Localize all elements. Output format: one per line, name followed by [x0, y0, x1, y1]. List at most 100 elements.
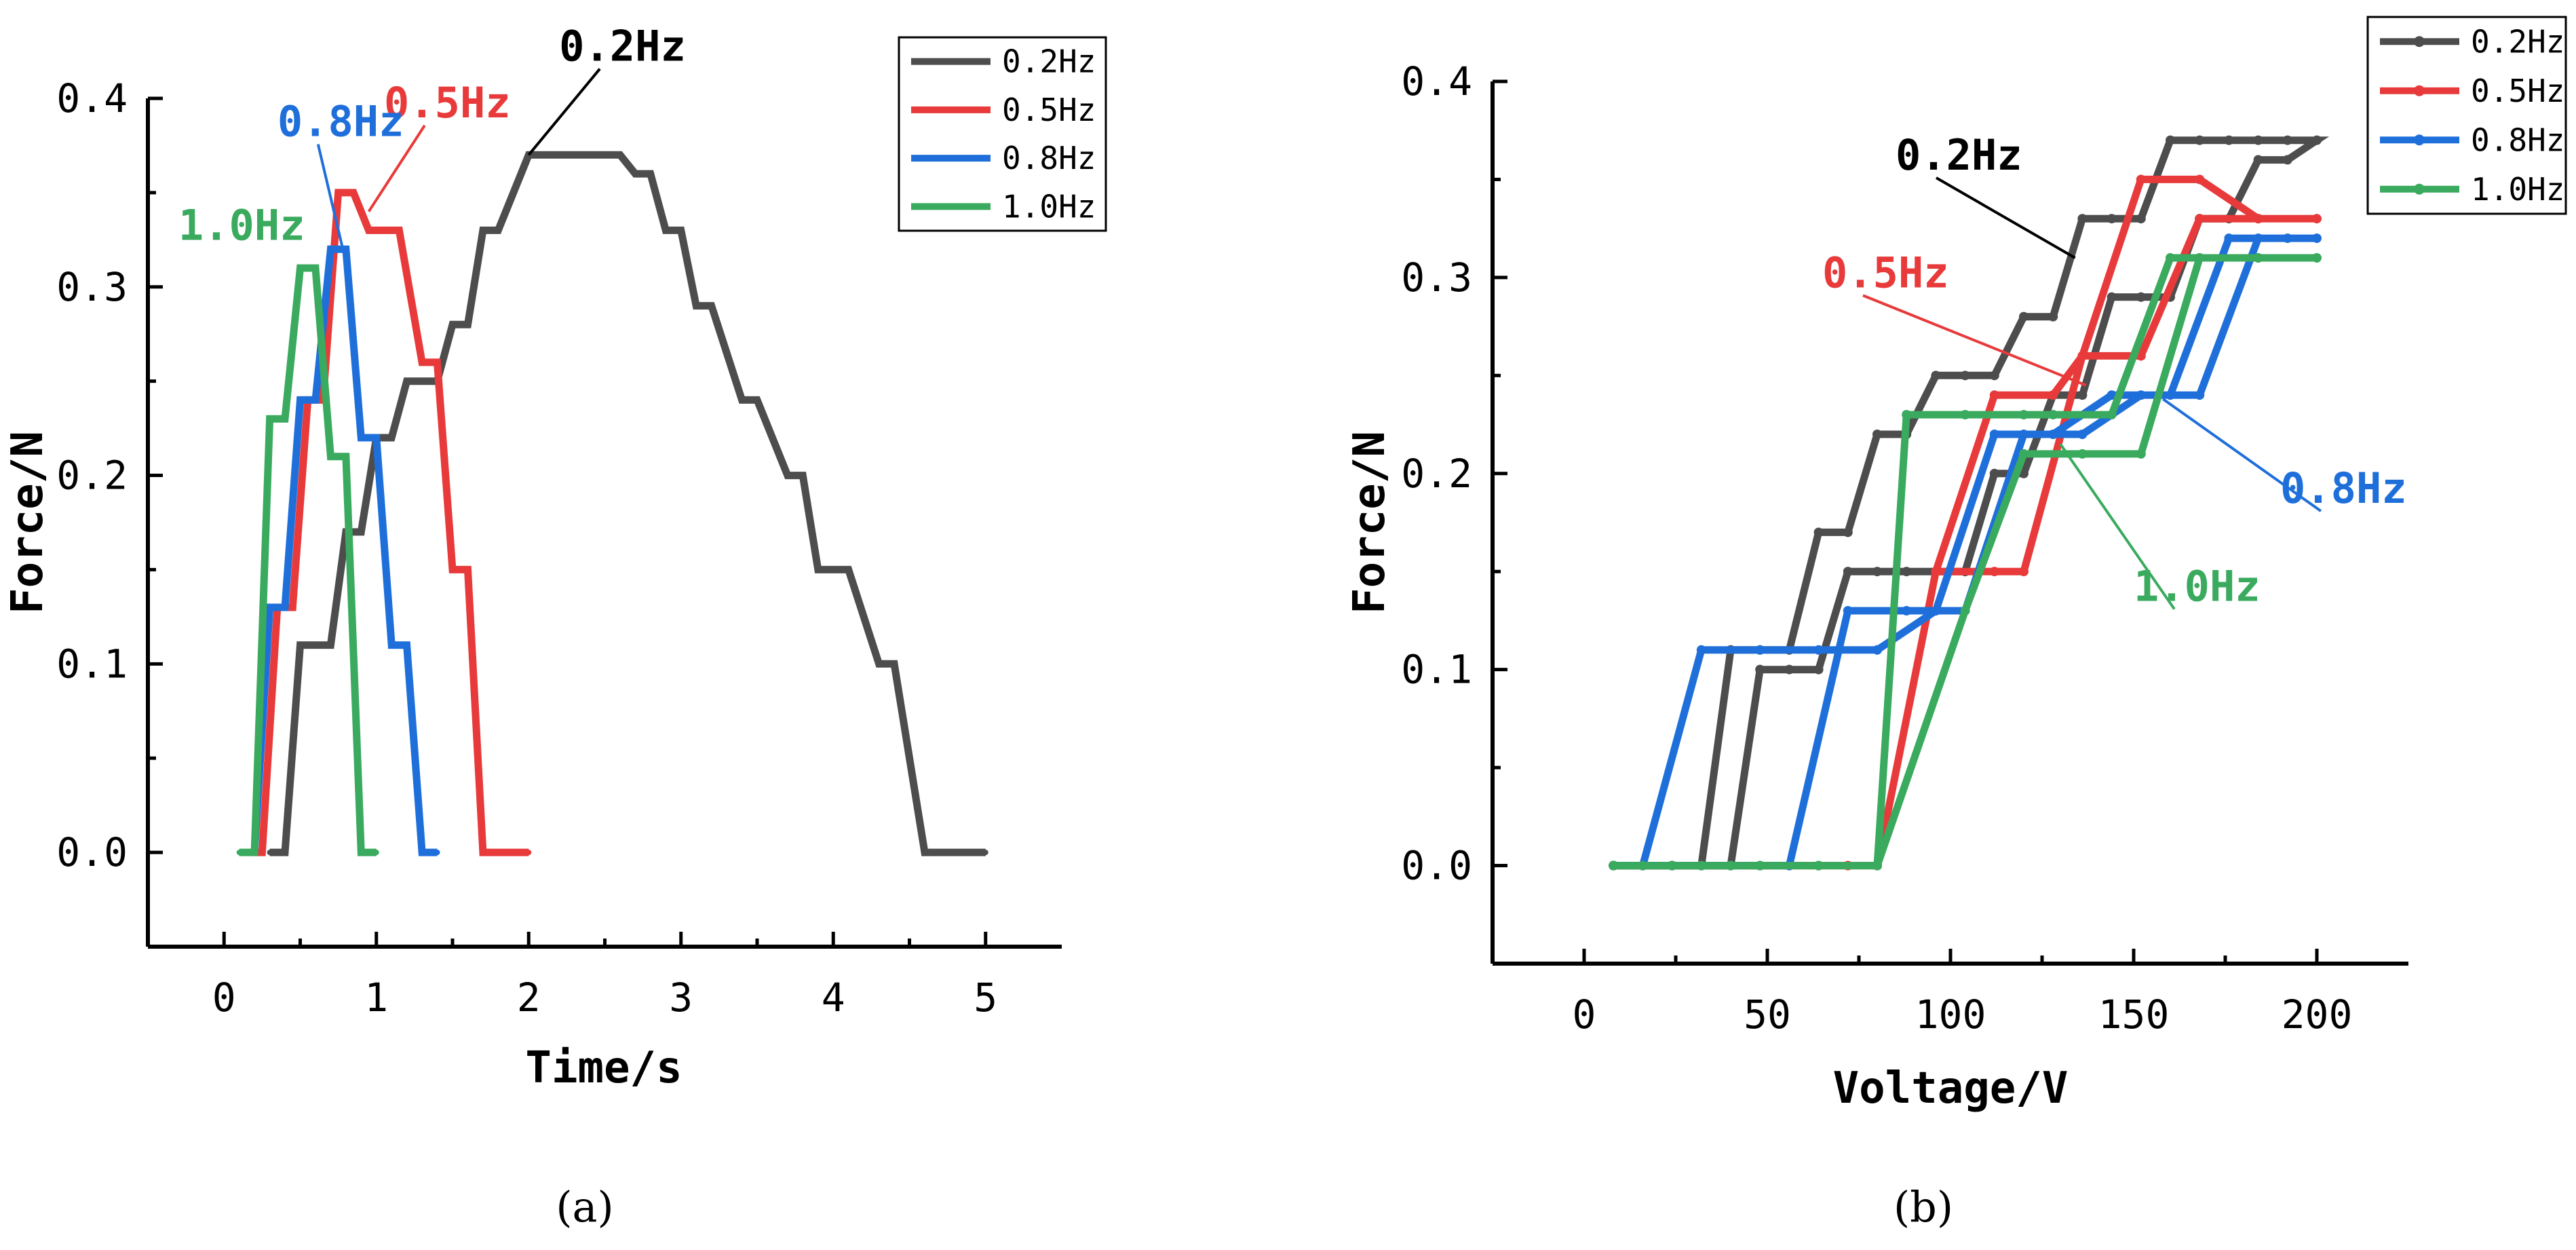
data-point: [2077, 390, 2088, 400]
data-point: [358, 529, 364, 535]
data-point: [876, 661, 882, 667]
data-point: [2312, 214, 2322, 224]
x-tick-label: 150: [2098, 991, 2170, 1038]
data-point: [351, 189, 357, 195]
data-point: [739, 397, 745, 403]
annotation-leader-line: [2059, 443, 2176, 610]
data-point: [480, 227, 486, 233]
annotation-label: 0.2Hz: [559, 21, 686, 71]
x-tick-label: 0: [212, 974, 236, 1021]
legend-label: 0.8Hz: [1002, 140, 1096, 176]
data-point: [952, 850, 958, 856]
data-point: [2136, 214, 2146, 224]
data-point: [335, 189, 341, 195]
data-point: [1931, 606, 1941, 615]
data-point: [404, 642, 410, 648]
data-point: [1843, 527, 1853, 537]
data-point: [1931, 371, 1941, 381]
x-axis-title: Voltage/V: [1833, 1063, 2069, 1114]
annotation-leader-line: [527, 68, 601, 156]
data-point: [1872, 567, 1882, 577]
data-point: [2048, 311, 2058, 322]
data-point: [1989, 430, 1999, 439]
data-point: [343, 246, 349, 252]
caption-a: (a): [556, 1182, 613, 1232]
data-point: [1755, 860, 1765, 871]
data-point: [1843, 567, 1853, 577]
data-point: [2077, 449, 2088, 459]
data-point: [312, 397, 318, 403]
annotation-layer-b: 0.2Hz 0.5Hz 0.8Hz 1.0Hz: [1822, 130, 2407, 611]
y-tick-label: 0.1: [56, 641, 128, 687]
data-point: [2195, 253, 2205, 263]
data-point: [617, 152, 623, 158]
y-axis-title: Force/N: [3, 431, 53, 614]
y-tick-label: 0.1: [1401, 647, 1472, 693]
annotation-label: 0.5Hz: [384, 78, 511, 128]
data-point: [2136, 292, 2146, 302]
data-point: [267, 605, 273, 610]
legend-marker: [2414, 36, 2425, 48]
x-tick-label: 50: [1744, 991, 1791, 1038]
y-axis-title: Force/N: [1345, 431, 1395, 614]
data-point: [267, 416, 273, 422]
data-point: [2282, 233, 2292, 244]
data-point: [708, 303, 714, 309]
data-point: [2048, 430, 2058, 439]
data-point: [647, 171, 653, 177]
data-point: [2253, 135, 2263, 145]
legend-label: 0.5Hz: [2471, 73, 2564, 109]
data-point: [396, 227, 402, 233]
data-point: [2107, 410, 2117, 420]
data-point: [450, 322, 455, 328]
data-point: [297, 642, 303, 648]
data-point: [1902, 606, 1912, 615]
data-point: [282, 850, 288, 856]
data-point: [358, 850, 364, 856]
data-point: [2312, 233, 2322, 244]
legend-label: 1.0Hz: [1002, 188, 1096, 225]
data-point: [2312, 135, 2322, 145]
data-point: [2253, 233, 2263, 244]
data-point: [480, 850, 486, 856]
data-point: [434, 850, 440, 856]
data-point: [2136, 390, 2146, 400]
data-point: [2077, 351, 2088, 361]
series-line-0.2Hz: [269, 151, 986, 856]
data-point: [663, 227, 669, 233]
data-point: [297, 265, 303, 271]
annotation-label: 0.2Hz: [1896, 130, 2022, 180]
annotation-label: 1.0Hz: [2134, 562, 2261, 611]
y-tick-label: 0.4: [1401, 58, 1472, 105]
x-tick-label: 3: [669, 974, 693, 1021]
data-point: [343, 453, 349, 459]
data-point: [1902, 567, 1912, 577]
data-point: [1813, 860, 1824, 871]
data-point: [1726, 860, 1735, 871]
data-point: [495, 227, 501, 233]
data-point: [2019, 410, 2029, 420]
data-point: [2107, 292, 2117, 302]
data-point: [2048, 390, 2058, 400]
data-point: [1989, 567, 1999, 577]
data-point: [1755, 645, 1765, 655]
data-point: [1843, 606, 1853, 615]
data-point: [2282, 135, 2292, 145]
data-point: [2048, 410, 2058, 420]
data-point: [754, 397, 760, 403]
x-tick-label: 5: [974, 974, 997, 1021]
series-layer-a: [236, 151, 988, 856]
data-point: [937, 850, 943, 856]
legend-marker: [2414, 134, 2425, 146]
series-line-1.0Hz: [239, 264, 377, 856]
legend-label: 0.2Hz: [2471, 23, 2564, 60]
y-tick-label: 0.2: [56, 453, 128, 499]
data-point: [891, 661, 898, 667]
data-point: [693, 303, 699, 309]
legend-label: 0.2Hz: [1002, 43, 1096, 80]
data-point: [450, 567, 455, 573]
y-tick-label: 0.2: [1401, 451, 1472, 497]
x-axis-title: Time/s: [525, 1043, 682, 1093]
